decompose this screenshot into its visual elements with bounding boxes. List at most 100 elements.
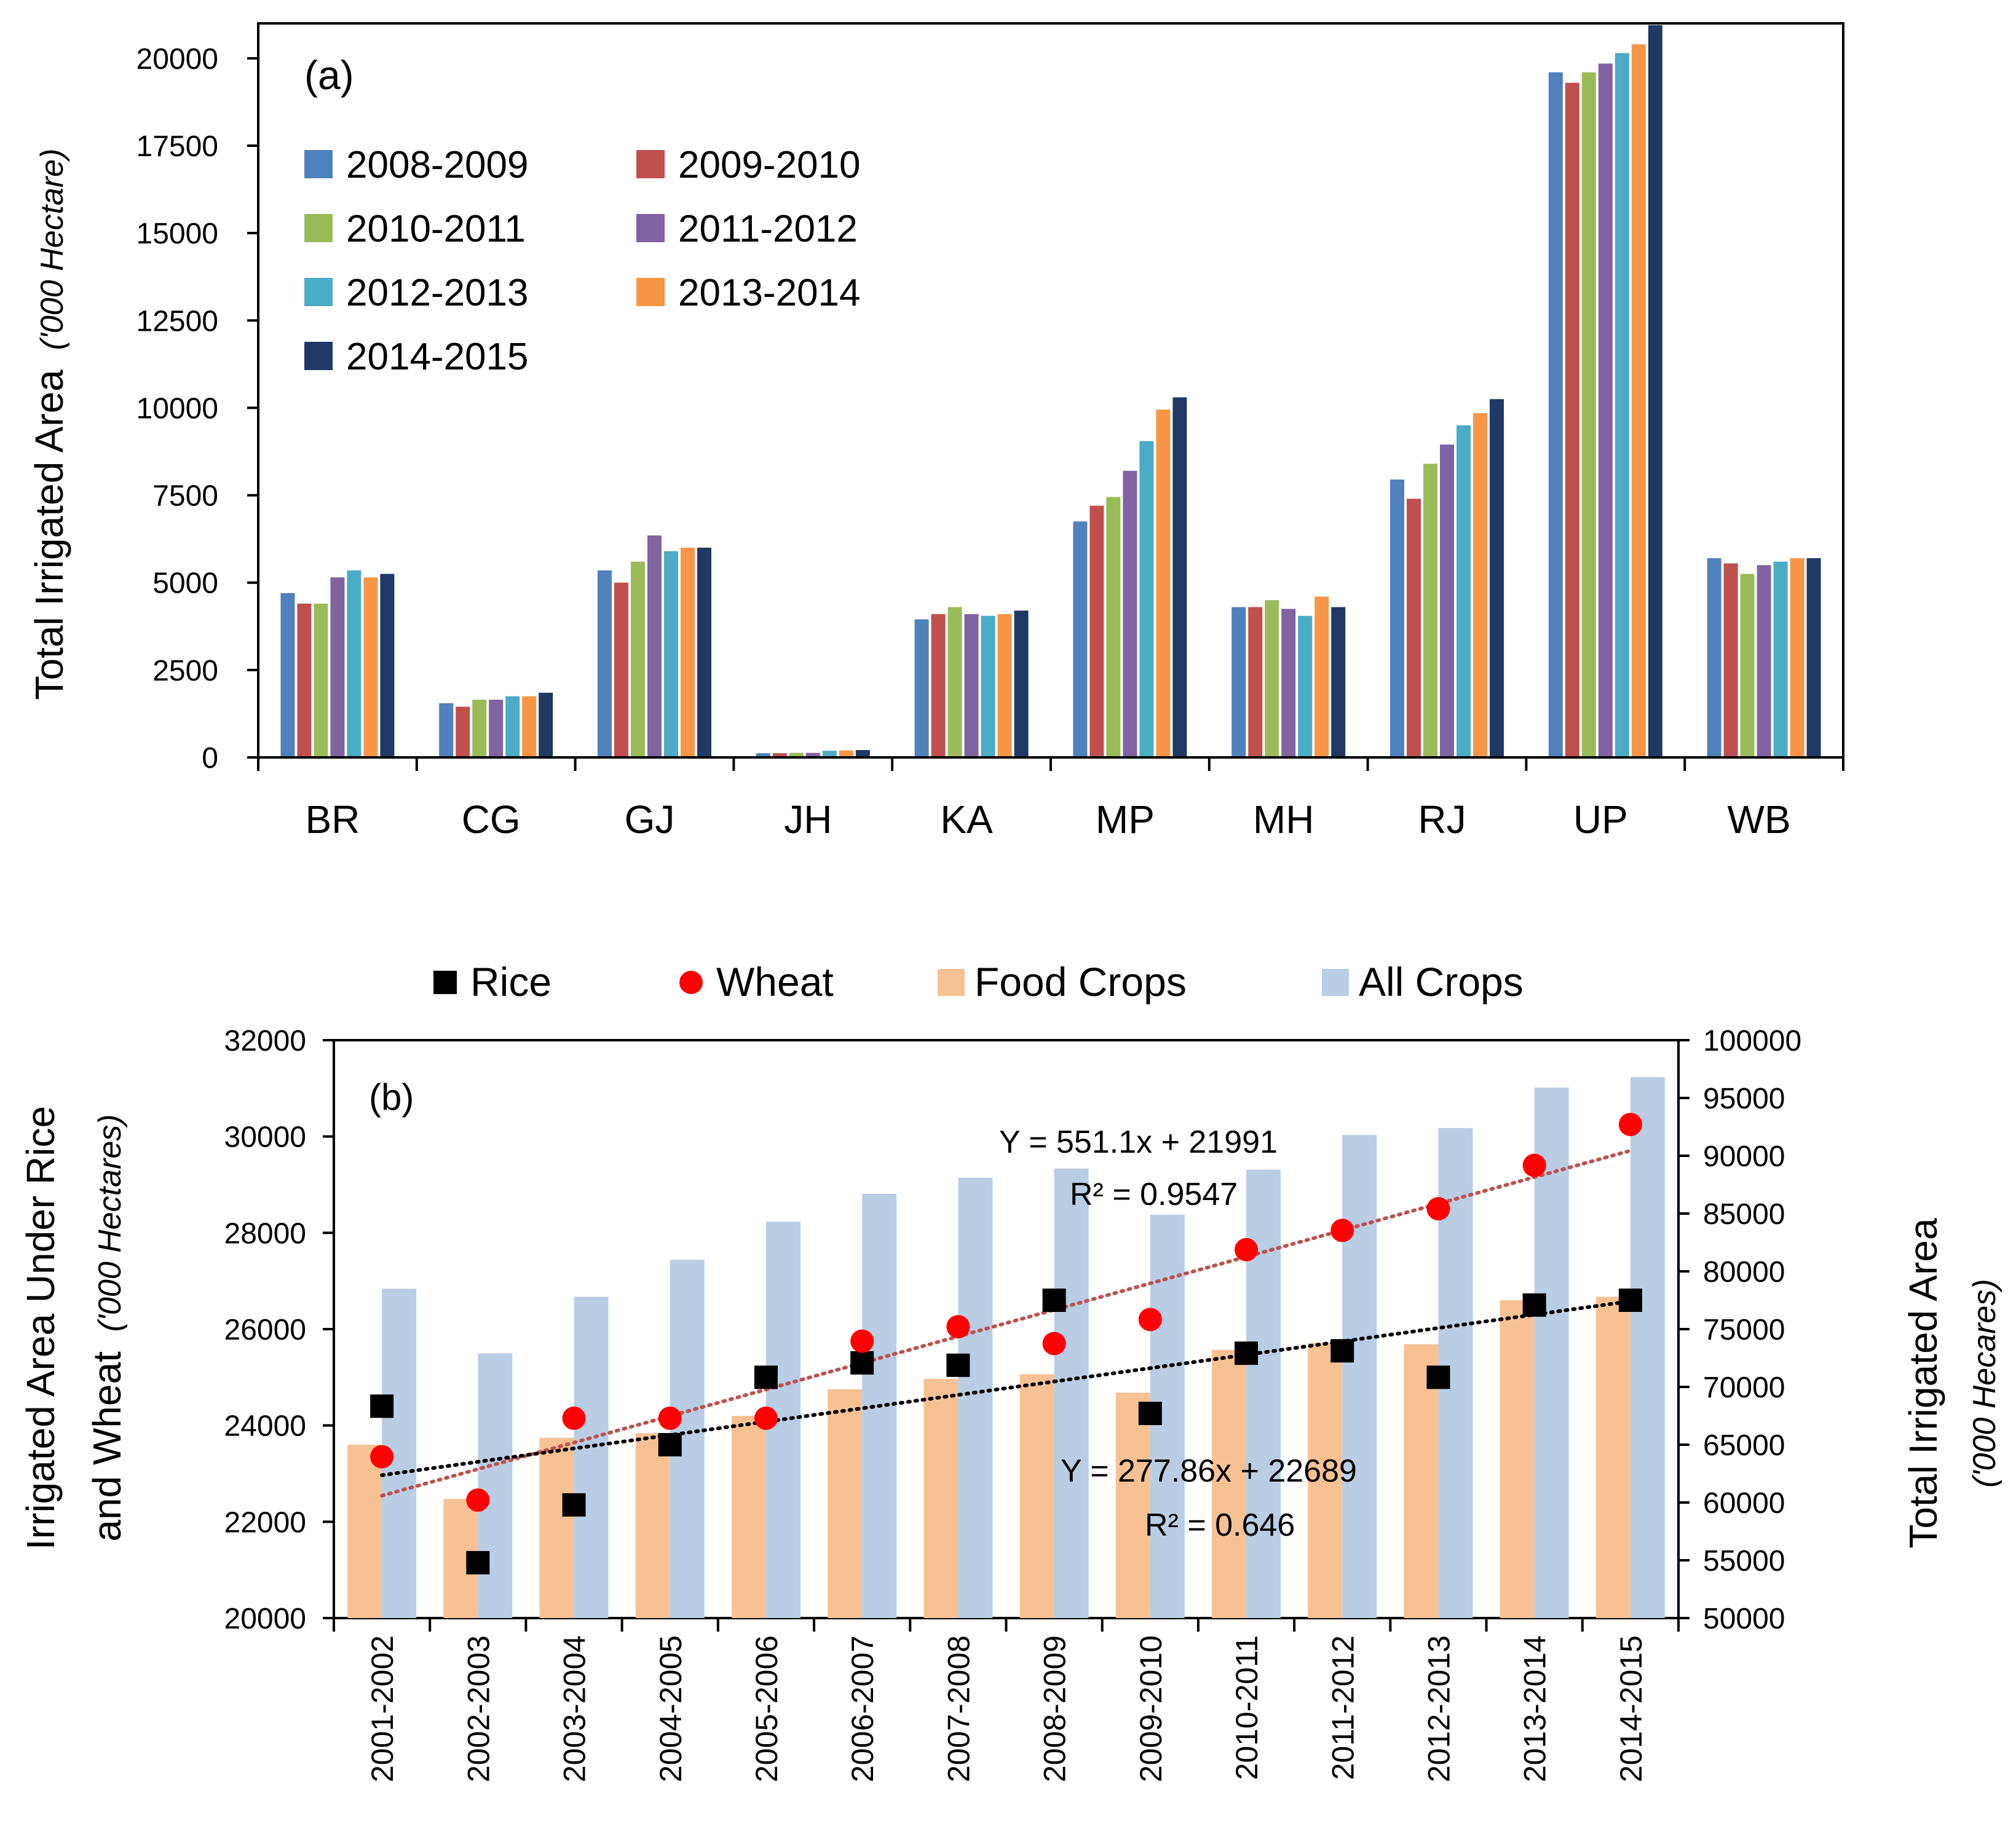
- point-Rice-2010-2011: [1235, 1341, 1259, 1365]
- panel-b-left-y-tick-label: 22000: [224, 1506, 306, 1539]
- bar-b-All Crops-2007-2008: [958, 1177, 993, 1618]
- bar-a-2009-2010-WB: [1723, 563, 1738, 757]
- panel-b-category-2001-2002: 2001-2002: [365, 1635, 400, 1782]
- bar-a-2009-2010-JH: [772, 753, 787, 757]
- point-Wheat-2007-2008: [946, 1315, 970, 1339]
- bar-a-2008-2009-RJ: [1390, 479, 1404, 757]
- bar-a-2010-2011-RJ: [1423, 464, 1437, 757]
- bar-a-2008-2009-GJ: [598, 570, 612, 757]
- panel-a-y-tick-label: 2500: [152, 655, 218, 687]
- panel-a-category-WB: WB: [1728, 797, 1791, 842]
- point-Rice-2008-2009: [1042, 1289, 1066, 1312]
- panel-a-category-BR: BR: [305, 797, 360, 842]
- panel-a-y-ticks: 0 2500 5000 7500 10000 12500 15000 17500 20000: [136, 43, 258, 775]
- panel-b-category-2009-2010: 2009-2010: [1134, 1635, 1168, 1782]
- bar-b-Food Crops-2012-2013: [1404, 1344, 1439, 1618]
- wheat-trend-r2: R² = 0.9547: [1070, 1177, 1238, 1212]
- bar-a-2014-2015-MH: [1331, 607, 1346, 757]
- panel-a-y-tick-label: 15000: [136, 218, 218, 250]
- panel-b-left-y-tick-label: 28000: [224, 1217, 306, 1250]
- panel-b-left-y-axis-title-line2-text: and Wheat: [85, 1351, 129, 1542]
- bar-b-Food Crops-2008-2009: [1019, 1374, 1054, 1618]
- bar-b-All Crops-2002-2003: [478, 1353, 513, 1618]
- bar-b-All Crops-2010-2011: [1246, 1169, 1281, 1618]
- point-Wheat-2009-2010: [1138, 1308, 1162, 1332]
- trendline-Wheat: [380, 1148, 1632, 1498]
- bar-a-2013-2014-CG: [522, 696, 537, 757]
- point-Rice-2001-2002: [370, 1394, 394, 1418]
- bar-a-2013-2014-MH: [1314, 596, 1329, 757]
- panel-b-left-y-tick-label: 24000: [224, 1410, 306, 1443]
- legend-label-2009-2010: 2009-2010: [678, 144, 861, 186]
- point-Rice-2002-2003: [466, 1550, 490, 1574]
- bar-b-Food Crops-2009-2010: [1115, 1392, 1150, 1618]
- point-Wheat-2001-2002: [370, 1445, 394, 1469]
- legend-marker-food-crops: [938, 969, 965, 996]
- bar-a-2013-2014-GJ: [681, 547, 695, 757]
- rice-trend-equation: Y = 277.86x + 22689: [1061, 1453, 1357, 1489]
- bar-b-Food Crops-2014-2015: [1595, 1297, 1631, 1618]
- bar-a-2010-2011-KA: [947, 607, 962, 757]
- panel-b-right-y-tick-label: 60000: [1703, 1487, 1785, 1520]
- panel-b-right-y-tick-label: 85000: [1703, 1198, 1785, 1231]
- bar-b-Food Crops-2007-2008: [923, 1378, 959, 1618]
- panel-a-y-tick-label: 17500: [136, 130, 218, 163]
- point-Wheat-2006-2007: [850, 1329, 874, 1353]
- bar-a-2014-2015-JH: [855, 750, 870, 757]
- panel-a-y-tick-label: 12500: [136, 305, 218, 338]
- panel-a-y-axis-title: Total Irrigated Area ('000 Hectare): [27, 149, 71, 700]
- bar-a-2010-2011-MP: [1106, 497, 1121, 757]
- bar-b-Food Crops-2010-2011: [1212, 1349, 1247, 1618]
- bar-b-All Crops-2003-2004: [574, 1297, 609, 1618]
- bar-a-2011-2012-RJ: [1440, 444, 1454, 757]
- panel-b-category-2002-2003: 2002-2003: [461, 1635, 496, 1782]
- panel-b-left-y-tick-label: 32000: [224, 1025, 306, 1057]
- point-Rice-2013-2014: [1522, 1293, 1546, 1317]
- legend-label-2008-2009: 2008-2009: [346, 144, 529, 186]
- bar-a-2012-2013-JH: [822, 751, 837, 757]
- legend-marker-rice: [433, 971, 457, 994]
- bar-a-2010-2011-CG: [472, 700, 487, 757]
- bar-b-Food Crops-2013-2014: [1500, 1300, 1535, 1618]
- panel-a-category-UP: UP: [1573, 797, 1628, 842]
- panel-b-left-y-axis-title-line1: Irrigated Area Under Rice: [18, 1106, 63, 1550]
- panel-a-y-tick-label: 5000: [152, 567, 218, 600]
- panel-b-left-y-tick-label: 20000: [224, 1603, 306, 1635]
- panel-a-category-KA: KA: [940, 797, 993, 842]
- panel-b-category-labels: 2001-2002 2002-2003 2003-2004 2004-2005 2005…: [365, 1635, 1648, 1782]
- bar-a-2012-2013-GJ: [664, 551, 678, 757]
- panel-a-category-labels: BR CG GJ JH KA MP MH RJ UP WB: [305, 797, 1790, 842]
- bar-a-2011-2012-WB: [1757, 565, 1771, 757]
- point-Wheat-2004-2005: [658, 1406, 682, 1430]
- panel-b-category-2013-2014: 2013-2014: [1518, 1635, 1552, 1782]
- bar-b-Food Crops-2003-2004: [539, 1437, 574, 1618]
- bar-a-2014-2015-WB: [1806, 558, 1821, 757]
- panel-a-label: (a): [304, 52, 354, 98]
- bar-a-2009-2010-MH: [1248, 607, 1263, 757]
- trendline-Rice: [380, 1299, 1632, 1477]
- bar-b-All Crops-2011-2012: [1342, 1135, 1377, 1618]
- panel-b-right-y-tick-label: 80000: [1703, 1256, 1785, 1289]
- panel-b-right-y-tick-label: 65000: [1703, 1429, 1785, 1462]
- panel-b-right-y-axis-unit: ('000 Hecares): [1967, 1279, 2002, 1487]
- bar-a-2011-2012-JH: [805, 752, 820, 757]
- panel-a-y-tick-label: 0: [202, 742, 218, 775]
- bar-a-2009-2010-CG: [456, 706, 470, 757]
- bar-a-2011-2012-CG: [489, 700, 504, 757]
- panel-b-left-y-ticks: 20000 22000 24000 26000 28000 30000 32000: [224, 1025, 334, 1635]
- panel-a-category-CG: CG: [462, 797, 521, 842]
- panel-b-right-y-tick-label: 55000: [1703, 1545, 1785, 1578]
- bar-a-2011-2012-MP: [1123, 470, 1137, 757]
- legend-swatch-2013-2014: [636, 278, 665, 306]
- panel-b-right-y-axis-title: Total Irrigated Area: [1901, 1218, 1945, 1549]
- bar-b-Food Crops-2006-2007: [828, 1389, 863, 1618]
- bar-a-2009-2010-BR: [297, 603, 312, 757]
- bar-a-2008-2009-MP: [1073, 521, 1088, 757]
- bar-a-2008-2009-BR: [280, 593, 295, 757]
- bar-a-2010-2011-BR: [314, 603, 328, 757]
- point-Wheat-2013-2014: [1522, 1153, 1546, 1177]
- panel-a-legend: 2008-2009 2009-2010 2010-2011 2011-2012 2012…: [304, 144, 861, 378]
- bar-a-2008-2009-CG: [439, 703, 454, 757]
- point-Rice-2014-2015: [1618, 1289, 1642, 1312]
- wheat-trend-equation: Y = 551.1x + 21991: [999, 1124, 1278, 1160]
